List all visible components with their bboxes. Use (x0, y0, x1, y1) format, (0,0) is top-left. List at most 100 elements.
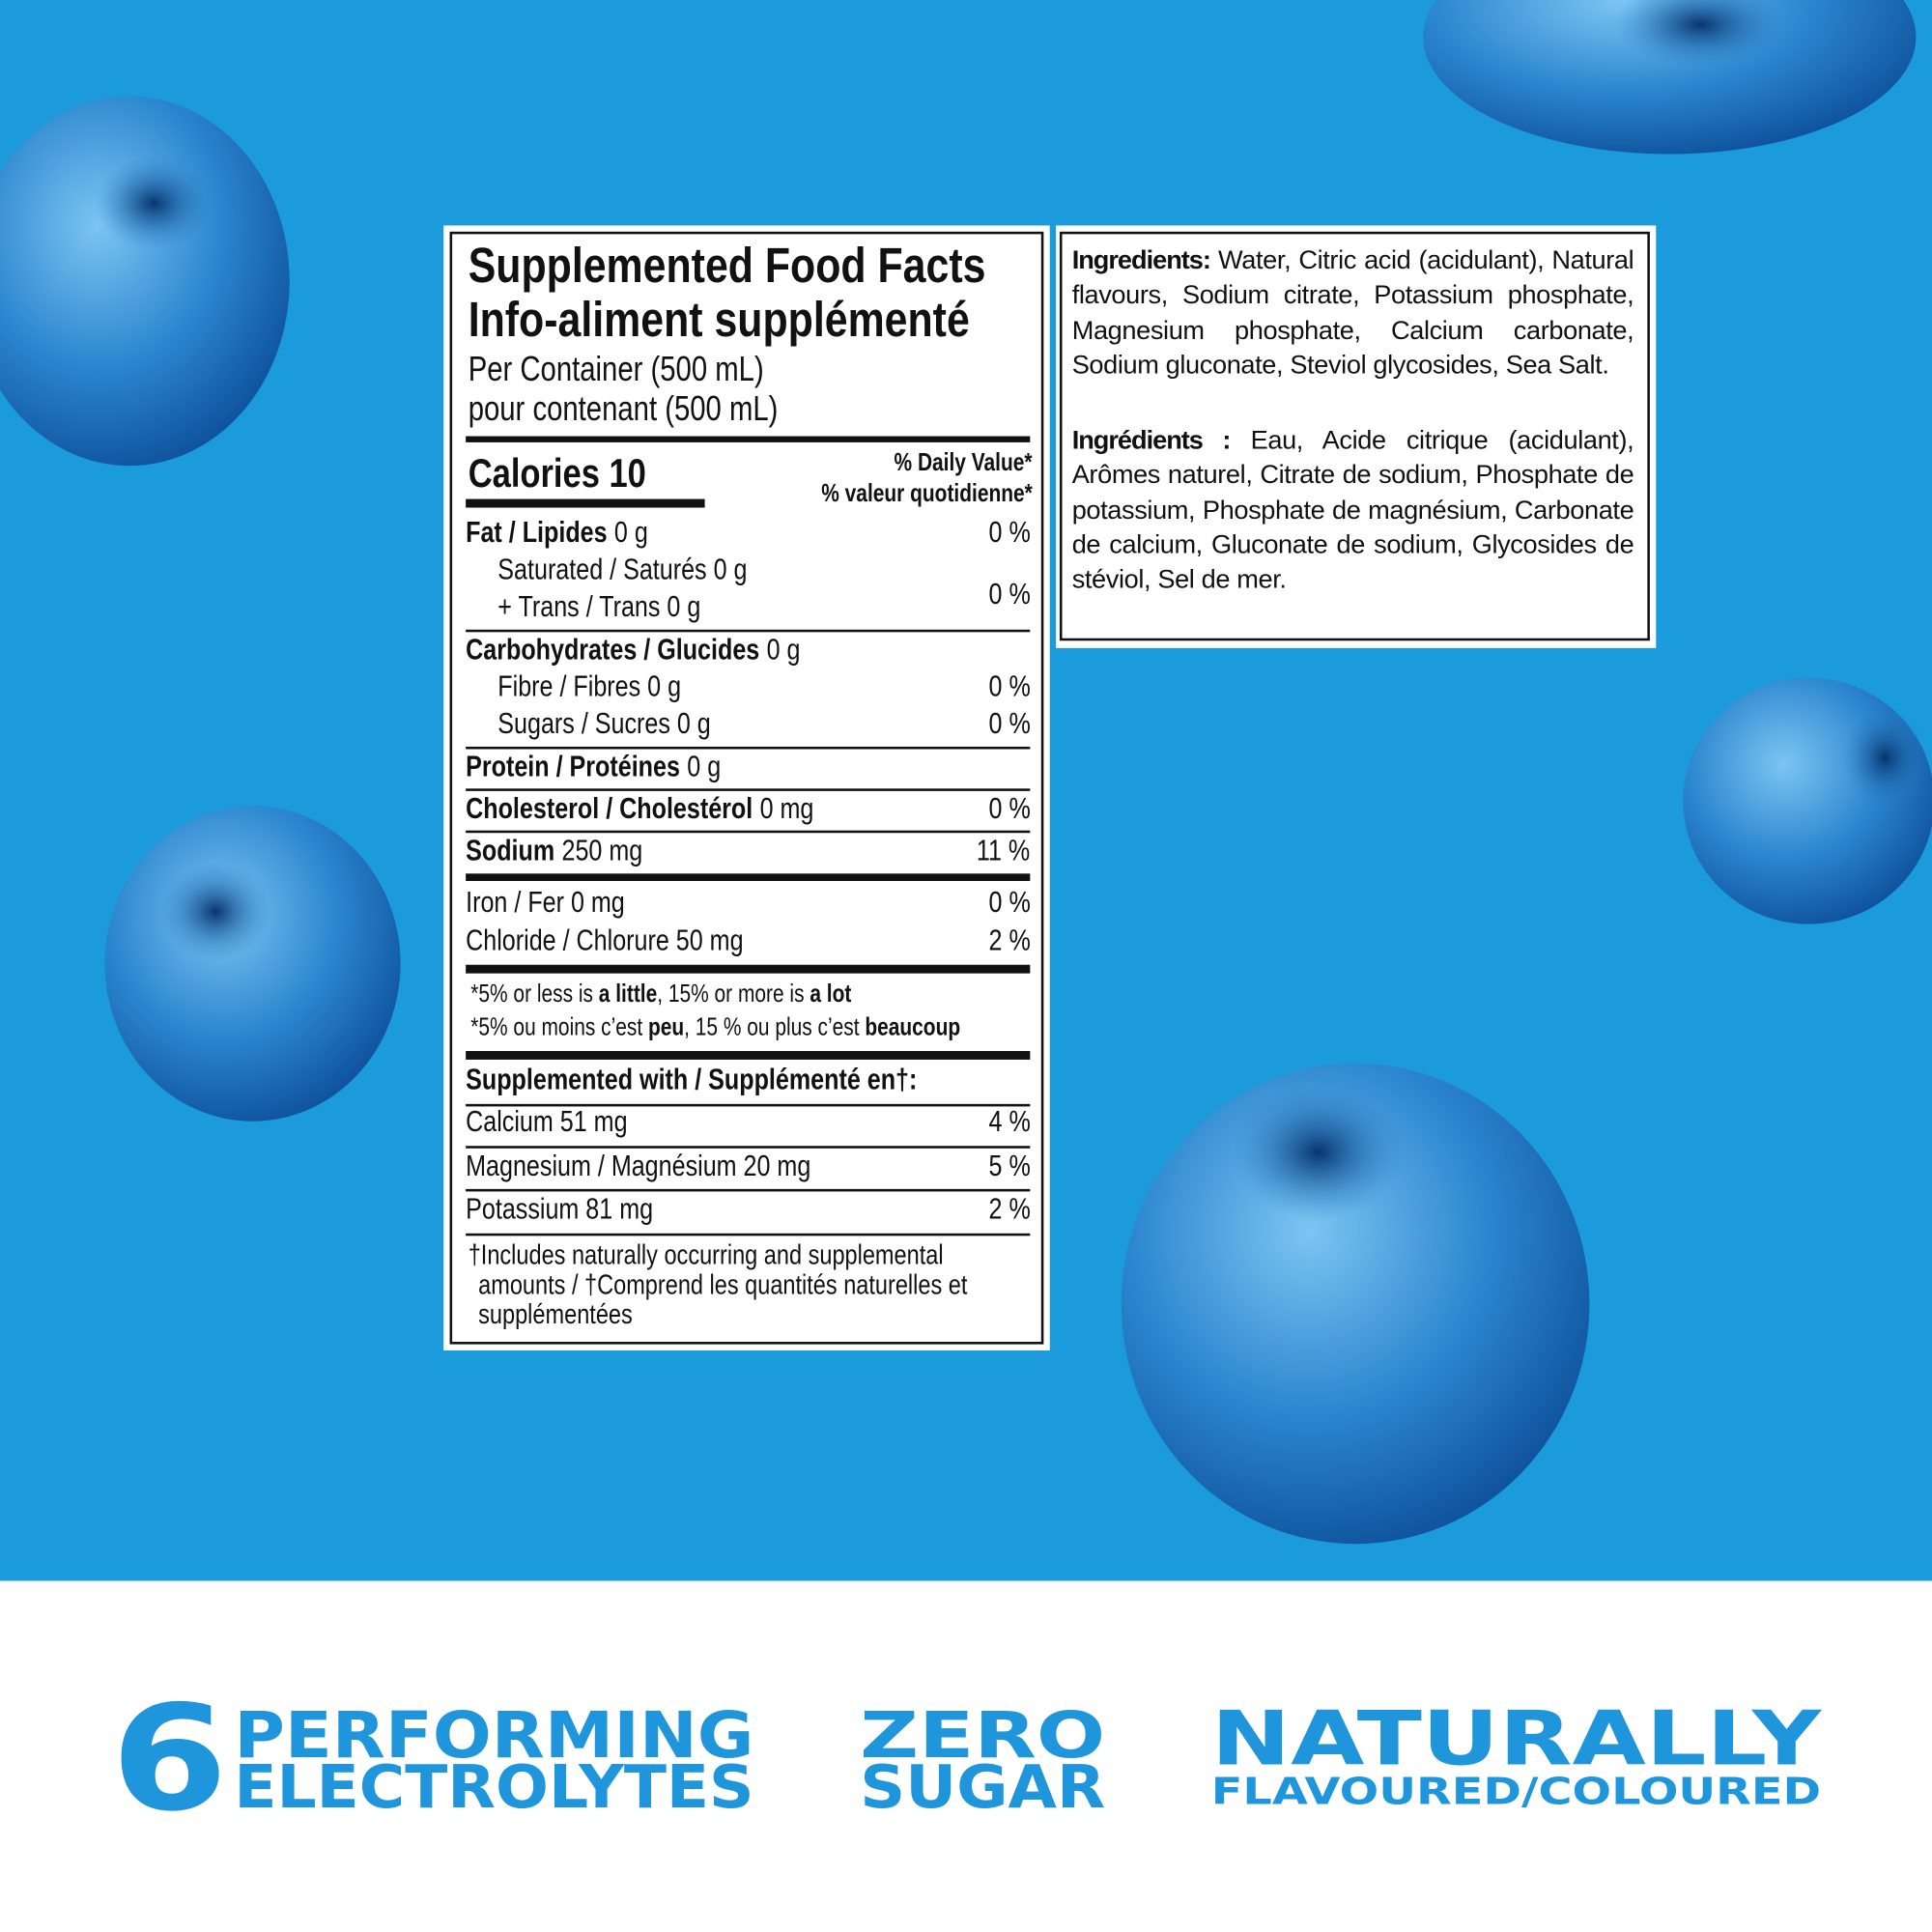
nutrient-name: Cholesterol / Cholestérol 0 mg (466, 792, 813, 827)
daily-value: 2 % (988, 923, 1031, 958)
nutrient-label: Carbohydrates / Glucides (466, 633, 760, 668)
nutrient-row: Sodium 250 mg 11 % (466, 835, 1030, 869)
daily-value: 0 % (988, 707, 1031, 741)
nutrient-amount: 250 mg (561, 834, 643, 867)
mineral-text: Magnesium / Magnésium 20 mg (466, 1150, 811, 1183)
nutrient-name: Fat / Lipides 0 g (466, 516, 648, 551)
footnote-text: *5% or less is a little, 15% or more is … (470, 980, 851, 1009)
calories-bar (466, 498, 705, 508)
daily-value: 0 % (988, 578, 1031, 611)
nutrient-row: Saturated / Saturés 0 g (497, 554, 1030, 588)
rule (466, 1146, 1031, 1149)
ingredients-en: Ingredients: Water, Citric acid (acidula… (1072, 242, 1634, 382)
daily-value: 4 % (988, 1105, 1031, 1139)
berry (0, 96, 290, 467)
ingredients-border (1059, 231, 1650, 641)
footnote: *5% or less is a little, 15% or more is … (470, 980, 935, 1009)
mineral-text: Potassium 81 mg (466, 1192, 654, 1227)
nutrient-name: Sugars / Sucres 0 g (497, 707, 710, 742)
berry (1423, 0, 1917, 155)
serving-fr: pour contenant (500 mL) (468, 389, 779, 428)
thick-rule (466, 1051, 1031, 1060)
nutrient-name: + Trans / Trans 0 g (497, 590, 700, 625)
rule (466, 1103, 1031, 1106)
nutrient-text: Saturated / Saturés 0 g (497, 553, 748, 587)
nutrient-text: Fibre / Fibres 0 g (497, 669, 682, 704)
nutrient-label: Sodium (466, 834, 555, 867)
nutrient-amount: 0 g (613, 516, 648, 550)
nutrient-row: Carbohydrates / Glucides 0 g (466, 634, 1030, 668)
thick-rule (466, 964, 1031, 974)
claim-text: ZERO (860, 1697, 1105, 1773)
footnote-text: *5% ou moins c’est peu, 15 % ou plus c’e… (470, 1012, 960, 1042)
nutrient-row: Sugars / Sucres 0 g 0 % (497, 707, 1030, 742)
serving-en: Per Container (500 mL) (468, 350, 764, 388)
ingredients-text: Water, Citric acid (acidulant), Natural … (1071, 244, 1634, 380)
ingredients-label: Ingrédients : (1071, 425, 1232, 455)
ingredients-label: Ingredients: (1071, 244, 1211, 275)
rule (466, 746, 1031, 749)
daily-value: 0 % (988, 792, 1031, 826)
rule (466, 1233, 1031, 1236)
nutrient-text: Iron / Fer 0 mg (466, 886, 625, 920)
nutrient-row: Cholesterol / Cholestérol 0 mg 0 % (466, 792, 1030, 827)
rule (466, 1188, 1031, 1191)
nutrient-row: Protein / Protéines 0 g (466, 751, 1030, 785)
daily-value: 0 % (988, 886, 1031, 920)
nutrient-row: Fibre / Fibres 0 g 0 % (497, 670, 1030, 705)
nutrition-box (443, 225, 1050, 1350)
nutrient-amount: 0 g (687, 750, 722, 784)
calories: Calories 10 (468, 449, 646, 496)
supplemented-heading-text: Supplemented with / Supplémenté en†: (466, 1063, 918, 1097)
nutrient-text: Chloride / Chlorure 50 mg (466, 923, 744, 958)
ingredients-fr: Ingrédients : Eau, Acide citrique (acidu… (1072, 422, 1634, 596)
footnote-part: beaucoup (865, 1013, 961, 1041)
nutrient-name: Saturated / Saturés 0 g (497, 554, 747, 588)
nutrient-amount: 0 mg (759, 792, 814, 826)
nutrient-amount: 0 g (766, 633, 801, 668)
berry (1121, 1063, 1590, 1545)
nutrient-name: Carbohydrates / Glucides 0 g (466, 634, 800, 668)
nutrient-name: Sodium 250 mg (466, 835, 642, 869)
nutrient-name: Chloride / Chlorure 50 mg (466, 924, 743, 959)
nutrient-label: Fat / Lipides (466, 516, 608, 550)
nutrient-name: Protein / Protéines 0 g (466, 751, 721, 785)
nutrient-label: Protein / Protéines (466, 750, 680, 784)
nutrient-name: Fibre / Fibres 0 g (497, 670, 681, 705)
mineral-row: Magnesium / Magnésium 20 mg 5 % (466, 1150, 1030, 1184)
claim-text: FLAVOURED/COLOURED (1211, 1770, 1821, 1813)
footnote-part: *5% or less is (470, 980, 599, 1009)
daily-value: 11 % (976, 834, 1031, 867)
rule (466, 788, 1031, 791)
daily-value-fr: % valeur quotidienne* (821, 480, 1033, 508)
mineral-row: Potassium 81 mg 2 % (466, 1193, 1030, 1228)
thick-rule (466, 436, 1031, 442)
nutrient-name: Iron / Fer 0 mg (466, 886, 625, 921)
footnote-part: *5% ou moins c’est (470, 1013, 648, 1041)
claim-text: SUGAR (860, 1753, 1105, 1822)
footnote-part: , 15 % ou plus c’est (684, 1013, 866, 1041)
nutrient-label: Cholesterol / Cholestérol (466, 792, 753, 826)
daily-value: 0 % (988, 516, 1031, 550)
nutrient-row: + Trans / Trans 0 g 0 % (497, 578, 1030, 625)
claim-text: NATURALLY (1211, 1696, 1823, 1783)
footnote-part: a little (598, 980, 658, 1009)
daily-value: 0 % (988, 669, 1031, 704)
raspberries (0, 0, 1932, 1545)
mineral-text: Calcium 51 mg (466, 1105, 628, 1139)
footnote-part: , 15% or more is (657, 980, 810, 1009)
supplemented-heading: Supplemented with / Supplémenté en†: (466, 1064, 1030, 1098)
berry (1683, 677, 1932, 924)
rule (466, 629, 1031, 632)
footnote: *5% ou moins c’est peu, 15 % ou plus c’e… (470, 1012, 1067, 1042)
nutrient-text: + Trans / Trans 0 g (497, 589, 701, 624)
claim-text: ELECTROLYTES (234, 1753, 753, 1822)
berry (104, 806, 401, 1122)
rule (466, 830, 1031, 833)
thick-rule (466, 873, 1031, 881)
nutrient-row: Fat / Lipides 0 g 0 % (466, 516, 1030, 551)
daily-value: 2 % (988, 1192, 1031, 1227)
claim-count: 6 (111, 1674, 228, 1843)
nutrient-text: Sugars / Sucres 0 g (497, 707, 711, 741)
